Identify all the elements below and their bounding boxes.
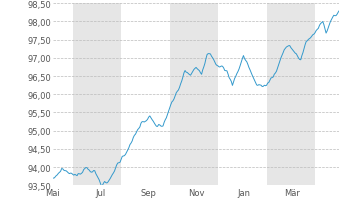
Bar xyxy=(169,4,218,185)
Bar xyxy=(267,4,315,185)
Bar xyxy=(73,4,121,185)
